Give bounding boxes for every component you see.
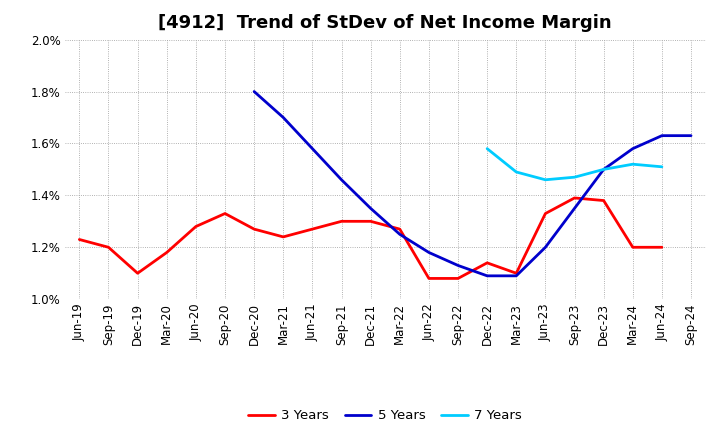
5 Years bbox=[454, 263, 462, 268]
3 Years bbox=[629, 245, 637, 250]
5 Years bbox=[629, 146, 637, 151]
Title: [4912]  Trend of StDev of Net Income Margin: [4912] Trend of StDev of Net Income Marg… bbox=[158, 15, 612, 33]
5 Years bbox=[250, 89, 258, 94]
3 Years bbox=[570, 195, 579, 201]
3 Years bbox=[395, 227, 404, 232]
3 Years bbox=[133, 271, 142, 276]
3 Years bbox=[483, 260, 492, 265]
5 Years bbox=[337, 177, 346, 183]
3 Years bbox=[454, 276, 462, 281]
5 Years bbox=[599, 167, 608, 172]
3 Years bbox=[104, 245, 113, 250]
5 Years bbox=[308, 146, 317, 151]
3 Years bbox=[599, 198, 608, 203]
Line: 5 Years: 5 Years bbox=[254, 92, 691, 276]
3 Years bbox=[425, 276, 433, 281]
5 Years bbox=[366, 205, 375, 211]
3 Years bbox=[279, 234, 287, 239]
3 Years bbox=[163, 250, 171, 255]
Line: 7 Years: 7 Years bbox=[487, 149, 662, 180]
7 Years bbox=[599, 167, 608, 172]
3 Years bbox=[75, 237, 84, 242]
3 Years bbox=[541, 211, 550, 216]
5 Years bbox=[541, 245, 550, 250]
3 Years bbox=[192, 224, 200, 229]
7 Years bbox=[483, 146, 492, 151]
Legend: 3 Years, 5 Years, 7 Years: 3 Years, 5 Years, 7 Years bbox=[243, 404, 528, 428]
3 Years bbox=[220, 211, 229, 216]
5 Years bbox=[687, 133, 696, 138]
5 Years bbox=[425, 250, 433, 255]
5 Years bbox=[657, 133, 666, 138]
Line: 3 Years: 3 Years bbox=[79, 198, 662, 279]
5 Years bbox=[512, 273, 521, 279]
7 Years bbox=[570, 175, 579, 180]
3 Years bbox=[337, 219, 346, 224]
3 Years bbox=[512, 271, 521, 276]
5 Years bbox=[279, 115, 287, 120]
3 Years bbox=[366, 219, 375, 224]
7 Years bbox=[512, 169, 521, 175]
3 Years bbox=[308, 227, 317, 232]
7 Years bbox=[629, 161, 637, 167]
3 Years bbox=[657, 245, 666, 250]
7 Years bbox=[541, 177, 550, 183]
5 Years bbox=[483, 273, 492, 279]
5 Years bbox=[395, 231, 404, 237]
5 Years bbox=[570, 205, 579, 211]
3 Years bbox=[250, 227, 258, 232]
7 Years bbox=[657, 164, 666, 169]
